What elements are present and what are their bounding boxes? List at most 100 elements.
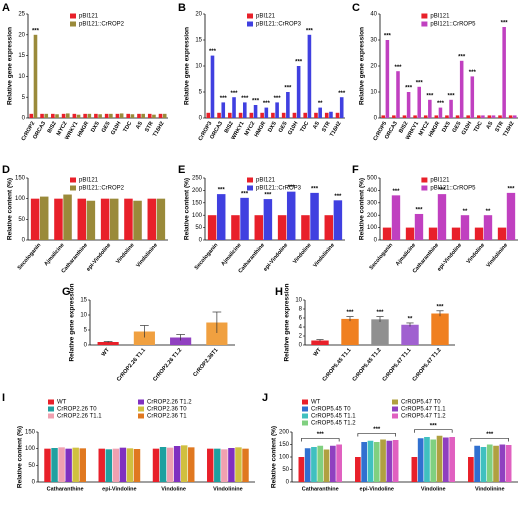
- y-tick-label: 100: [25, 446, 36, 452]
- y-tick-label: 200: [192, 188, 203, 194]
- y-tick-label: 100: [279, 455, 290, 461]
- bar: [430, 439, 437, 482]
- bar: [65, 113, 70, 118]
- y-tick-label: 10: [295, 298, 302, 304]
- bar: [451, 227, 461, 240]
- y-axis-label: Relative content (%): [184, 178, 191, 240]
- legend-label: pBI121: [79, 178, 99, 184]
- significance: ***: [501, 21, 509, 27]
- significance: **: [318, 101, 323, 107]
- y-tick-label: 0: [374, 238, 378, 244]
- bar: [214, 448, 221, 482]
- bar: [206, 112, 211, 118]
- legend-swatch: [392, 413, 398, 419]
- legend-swatch: [70, 185, 76, 191]
- x-tick-label: T16H2: [329, 121, 342, 138]
- bar: [228, 448, 235, 482]
- bar: [119, 113, 124, 118]
- bar: [431, 313, 449, 345]
- y-tick-label: 30: [370, 38, 377, 44]
- significance: ***: [507, 186, 515, 192]
- legend-label: pBI121: [430, 14, 450, 20]
- x-tick-label: epi-Vindoline: [102, 486, 136, 492]
- y-tick-label: 100: [192, 213, 203, 219]
- bar: [483, 215, 493, 240]
- y-axis-label: Relative content (%): [359, 178, 366, 240]
- bar: [109, 198, 119, 240]
- x-tick-label: Catharanthine: [47, 486, 84, 492]
- x-tick-label: Vindolinine: [486, 242, 510, 268]
- bar: [275, 102, 279, 118]
- x-tick-label: AS: [485, 120, 494, 130]
- bar: [147, 113, 152, 118]
- y-axis-label: Relative gene expression: [69, 283, 76, 361]
- y-tick-label: 2: [299, 334, 303, 340]
- bar: [423, 115, 428, 118]
- bar: [232, 97, 236, 118]
- x-tick-label: Vindolinine: [135, 242, 159, 268]
- legend-label: pBI121::CrROP5: [430, 22, 476, 28]
- bar: [253, 105, 258, 118]
- bar: [367, 440, 374, 482]
- bar: [51, 113, 55, 118]
- legend-label: CrROP2.36 T1: [147, 414, 187, 420]
- significance: ***: [430, 423, 438, 429]
- bar: [137, 113, 141, 118]
- y-tick-label: 150: [15, 176, 26, 182]
- bar: [339, 97, 344, 118]
- panel-letter: G: [62, 286, 71, 298]
- bar: [329, 111, 333, 118]
- significance: ***: [415, 208, 423, 214]
- x-tick-label: Vindoline: [161, 486, 186, 492]
- significance: ***: [32, 28, 40, 34]
- legend-swatch: [48, 413, 54, 419]
- bar: [277, 215, 287, 240]
- legend-label: WT: [311, 400, 321, 406]
- bar: [94, 113, 98, 118]
- bar: [417, 438, 424, 482]
- bar: [51, 448, 58, 482]
- x-tick-label: epi-Vindoline: [360, 486, 394, 492]
- bar: [254, 215, 264, 240]
- x-tick-label: BIS2: [47, 121, 58, 135]
- bar: [512, 115, 517, 118]
- bar: [442, 437, 449, 482]
- bar: [152, 448, 160, 482]
- bar: [355, 457, 361, 482]
- x-tick-label: GES: [101, 120, 112, 133]
- bar: [437, 194, 447, 240]
- bar: [417, 86, 421, 118]
- bar: [207, 215, 217, 240]
- x-tick-label: Vindolinine: [213, 486, 243, 492]
- bar: [449, 437, 455, 482]
- y-tick-label: 0: [22, 238, 26, 244]
- bar: [281, 112, 286, 118]
- legend-swatch: [247, 13, 253, 19]
- bar: [260, 112, 264, 118]
- legend-swatch: [138, 406, 144, 412]
- legend-swatch: [48, 399, 54, 405]
- significance: **: [408, 317, 413, 323]
- bar: [30, 198, 40, 240]
- bar: [55, 114, 59, 118]
- significance: ***: [486, 432, 494, 438]
- bar: [119, 447, 127, 482]
- y-axis-label: Relative gene expression: [359, 27, 366, 105]
- bar: [311, 340, 329, 345]
- significance: ***: [373, 427, 381, 433]
- y-tick-label: 10: [18, 74, 25, 80]
- bar: [486, 444, 493, 482]
- bar: [231, 215, 240, 240]
- significance: **: [463, 209, 468, 215]
- bar: [317, 445, 324, 482]
- bar: [361, 442, 368, 482]
- legend-swatch: [302, 413, 308, 419]
- bar: [502, 27, 506, 118]
- x-tick-label: GES: [278, 120, 289, 133]
- bar: [112, 448, 120, 482]
- bar: [386, 440, 393, 482]
- x-tick-label: AS: [135, 120, 144, 130]
- x-tick-label: G10H: [287, 121, 299, 136]
- legend-swatch: [70, 13, 76, 19]
- bar: [428, 99, 432, 118]
